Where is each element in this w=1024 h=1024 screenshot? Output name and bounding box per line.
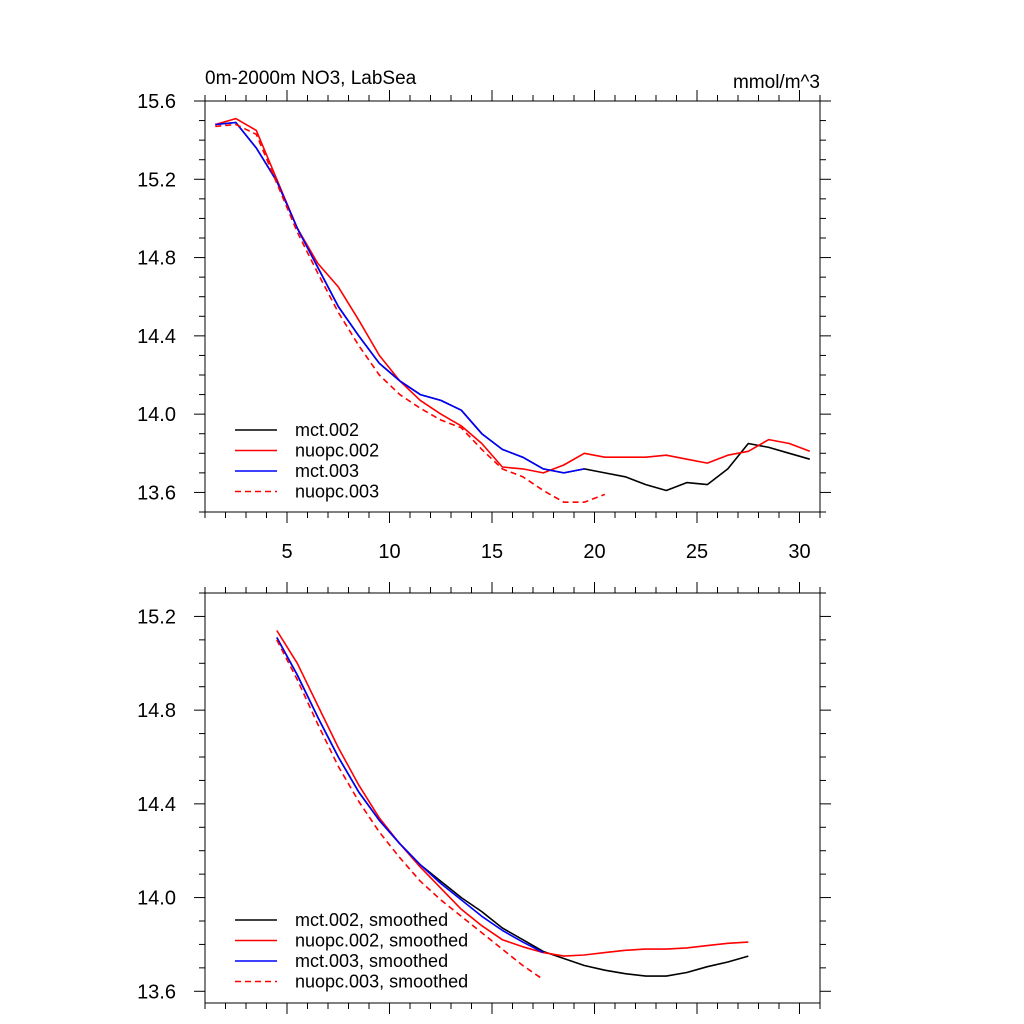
y-tick-label: 14.0	[137, 888, 176, 910]
series-line-4	[215, 123, 606, 504]
series-line-3	[215, 121, 585, 474]
legend-label: nuopc.003, smoothed	[295, 972, 468, 992]
y-tick-label: 15.2	[137, 169, 176, 191]
x-tick-label: 25	[686, 541, 708, 563]
y-tick-label: 13.6	[137, 981, 176, 1003]
series-line-3	[276, 637, 544, 954]
x-tick-label: 20	[583, 541, 605, 563]
chart-title: 0m-2000m NO3, LabSea	[205, 68, 417, 89]
legend-label: nuopc.003	[295, 482, 379, 502]
legend-label: mct.003, smoothed	[295, 951, 448, 971]
legend-label: nuopc.002	[295, 441, 379, 461]
x-tick-label: 10	[378, 541, 400, 563]
panel-1: 5 10 15 20 25 30 13.6 14.0 14.4 14.8 15.2 15.6 0m-20…	[137, 68, 831, 563]
legend-label: mct.002, smoothed	[295, 910, 448, 930]
y-tick-label: 14.8	[137, 700, 176, 722]
legend-label: mct.002	[295, 420, 359, 440]
y-tick-label: 14.8	[137, 248, 176, 270]
chart-units: mmol/m^3	[733, 72, 820, 93]
legend-label: nuopc.002, smoothed	[295, 931, 468, 951]
y-tick-label: 14.4	[137, 326, 176, 348]
x-tick-label: 15	[481, 541, 503, 563]
series-line-2	[276, 630, 749, 957]
series-line-4	[276, 639, 544, 981]
series-line-2	[215, 117, 811, 474]
x-tick-label: 30	[788, 541, 810, 563]
x-tick-label: 5	[281, 541, 292, 563]
y-tick-label: 15.2	[137, 606, 176, 628]
y-tick-label: 15.6	[137, 91, 176, 113]
y-tick-label: 14.0	[137, 404, 176, 426]
y-tick-label: 13.6	[137, 482, 176, 504]
y-tick-label: 14.4	[137, 794, 176, 816]
legend-label: mct.003	[295, 461, 359, 481]
